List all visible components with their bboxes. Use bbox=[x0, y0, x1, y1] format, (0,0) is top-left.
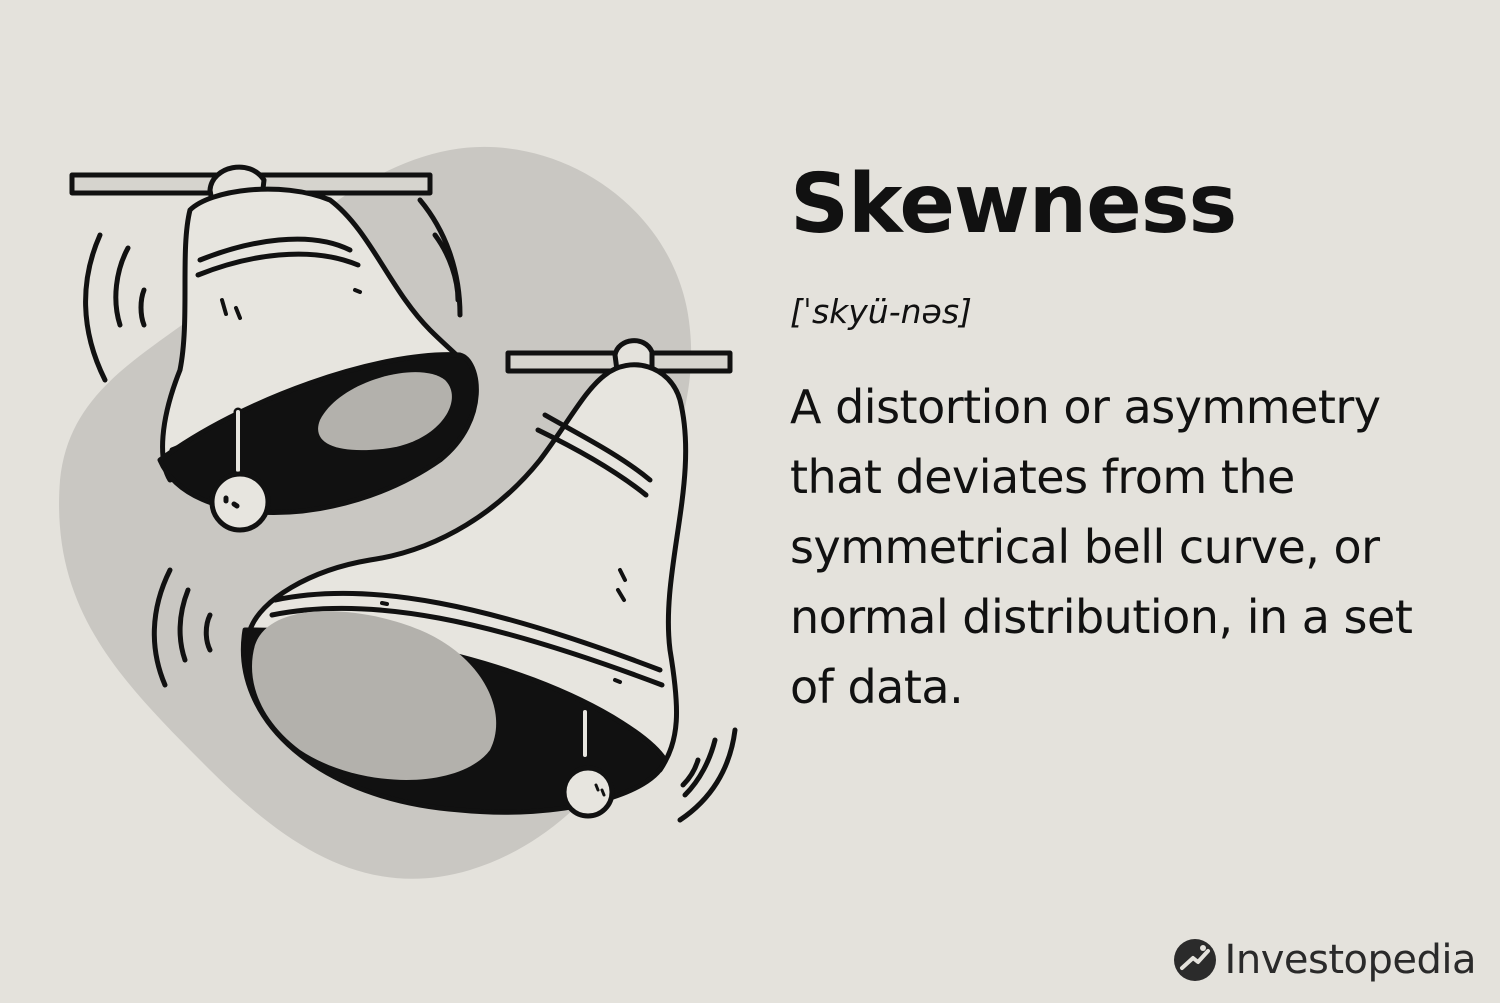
brand-name: Investopedia bbox=[1224, 937, 1477, 983]
upper-bell bbox=[69, 164, 479, 533]
investopedia-logo-icon bbox=[1173, 939, 1216, 981]
brand-logo: Investopedia bbox=[1173, 937, 1477, 983]
bells-icon bbox=[59, 146, 738, 879]
definition-text: A distortion or asymmetry that deviates … bbox=[790, 379, 1413, 714]
pronunciation: [ˈskyü-nəs] bbox=[790, 292, 972, 332]
term-title: Skewness bbox=[790, 157, 1237, 252]
definition-block: Skewness [ˈskyü-nəs] A distortion or asy… bbox=[790, 157, 1470, 722]
ringing-bells-illustration bbox=[40, 130, 760, 890]
lower-bell bbox=[151, 338, 738, 823]
